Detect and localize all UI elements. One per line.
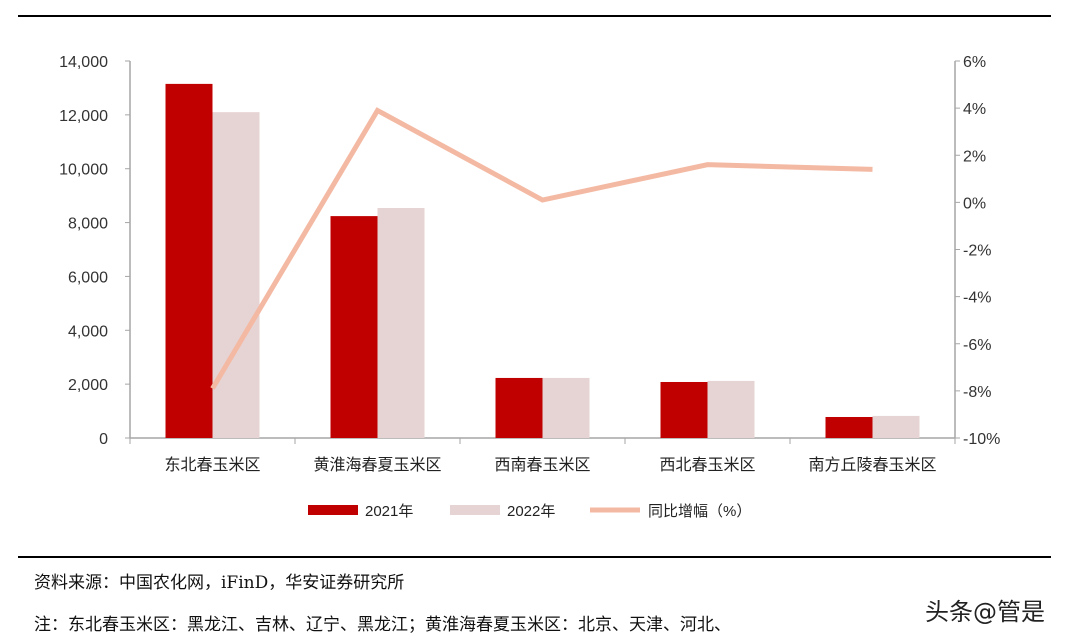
legend-label-2021: 2021年: [365, 503, 413, 520]
combo-chart: 0 2,000 4,000 6,000 8,000 10,000 12,000 14,000 -…: [59, 54, 1000, 520]
yoy-growth-line: [210, 107, 873, 390]
region-note: 注：东北春玉米区：黑龙江、吉林、辽宁、黑龙江；黄淮海春夏玉米区：北京、天津、河北…: [34, 615, 731, 635]
bar-2021: [825, 416, 873, 438]
bar-2022: [542, 377, 590, 438]
bar-2021: [330, 216, 378, 438]
y2-tick-label: -8%: [963, 384, 991, 401]
source-note: 资料来源：中国农化网，iFinD，华安证券研究所: [34, 573, 405, 593]
x-tick-label: 南方丘陵春玉米区: [808, 456, 936, 474]
y2-tick-label: 4%: [963, 101, 986, 118]
x-tick-label: 西南春玉米区: [494, 456, 590, 474]
legend-swatch-2022: [450, 505, 500, 515]
y-tick-label: 2,000: [68, 377, 108, 394]
x-tick-label: 黄淮海春夏玉米区: [313, 456, 441, 474]
x-tick-label: 西北春玉米区: [659, 456, 755, 474]
legend-swatch-2021: [308, 505, 358, 515]
watermark: 头条@管是: [925, 598, 1045, 626]
bar-2021: [495, 377, 543, 438]
y2-tick-label: 6%: [963, 54, 986, 71]
y2-tick-label: -2%: [963, 243, 991, 260]
y-tick-label: 4,000: [68, 323, 108, 340]
y2-tick-label: 0%: [963, 195, 986, 212]
legend-label-growth: 同比增幅（%）: [648, 503, 751, 520]
y-tick-label: 8,000: [68, 216, 108, 233]
y2-tick-label: -6%: [963, 337, 991, 354]
bar-2022: [707, 380, 755, 438]
x-tick-label: 东北春玉米区: [164, 456, 260, 474]
legend-label-2022: 2022年: [507, 503, 555, 520]
y-tick-label: 6,000: [68, 269, 108, 286]
bar-2022: [212, 112, 260, 439]
y-tick-label: 12,000: [59, 108, 108, 125]
bar-2022: [872, 415, 920, 438]
y-tick-label: 0: [99, 431, 108, 448]
y2-tick-label: -10%: [963, 431, 1000, 448]
y-tick-label: 10,000: [59, 162, 108, 179]
bar-2021: [660, 381, 708, 438]
bottom-rule: [18, 556, 1051, 558]
y2-tick-label: 2%: [963, 148, 986, 165]
y-tick-label: 14,000: [59, 54, 108, 71]
y2-tick-label: -4%: [963, 290, 991, 307]
bar-2021: [165, 83, 213, 438]
top-rule: [18, 15, 1051, 17]
bar-2022: [377, 208, 425, 438]
